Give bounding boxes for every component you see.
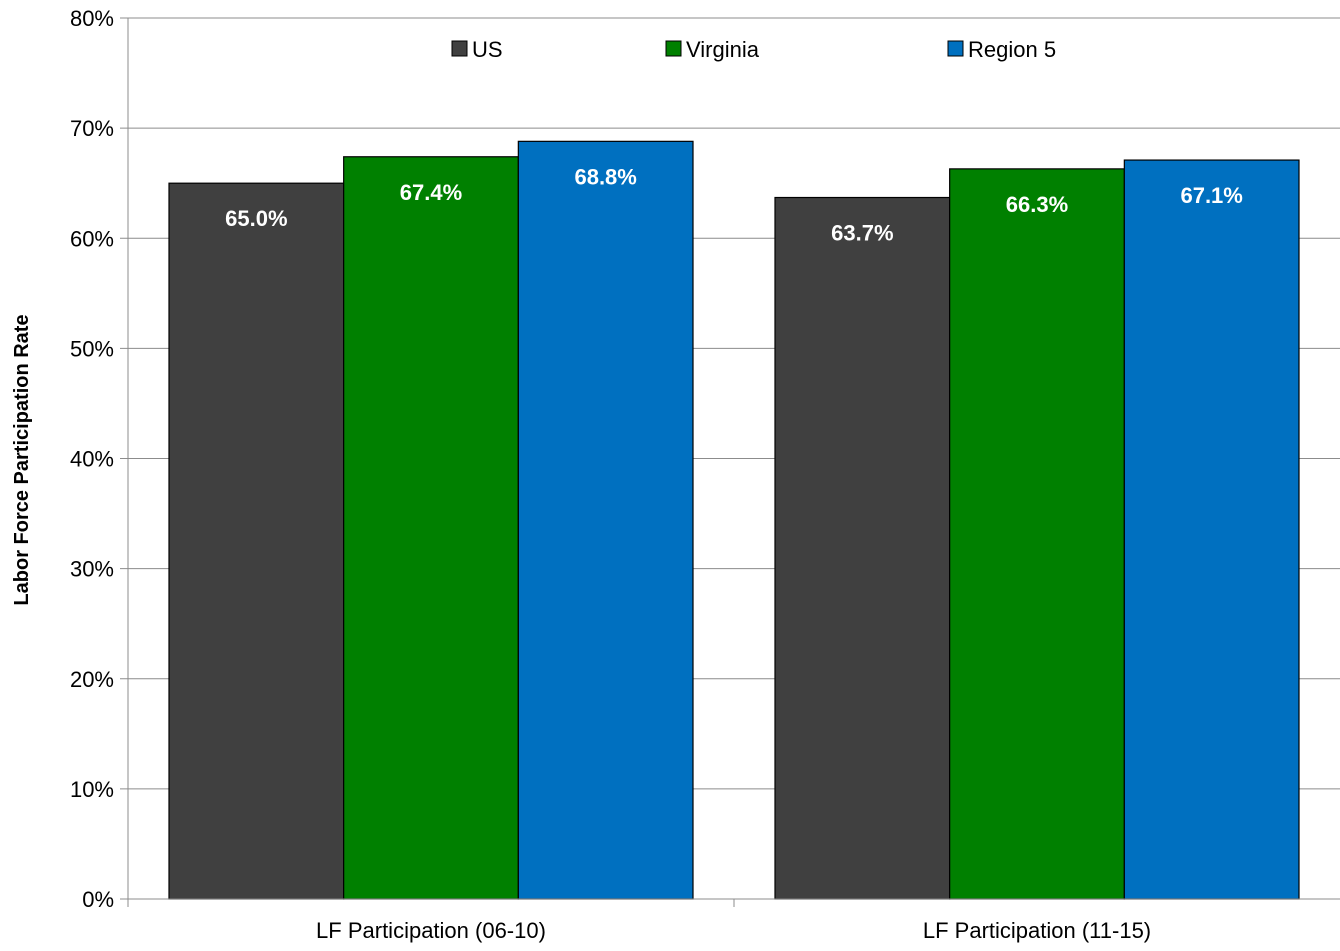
bar-region-5: [1123, 159, 1300, 900]
y-axis-ticks: 0% 10% 20% 30% 40% 50% 60% 70% 80%: [70, 6, 128, 912]
legend-item: Region 5: [947, 37, 1056, 62]
legend-label: Virginia: [686, 37, 760, 62]
data-label: 66.3%: [1006, 192, 1068, 217]
legend-label: Region 5: [968, 37, 1056, 62]
data-label: 65.0%: [225, 206, 287, 231]
y-tick-label: 50%: [70, 336, 114, 361]
y-tick-label: 10%: [70, 777, 114, 802]
data-label: 68.8%: [574, 164, 636, 189]
y-tick-label: 0%: [82, 887, 114, 912]
y-tick-label: 30%: [70, 557, 114, 582]
y-axis-title: Labor Force Participation Rate: [11, 314, 33, 605]
legend-swatch: [451, 40, 468, 57]
legend-label: US: [472, 37, 503, 62]
bar-virginia: [343, 156, 519, 900]
y-tick-label: 70%: [70, 116, 114, 141]
bar-us: [774, 196, 951, 900]
bar-virginia: [949, 168, 1125, 900]
y-tick-label: 80%: [70, 6, 114, 31]
data-label: 67.1%: [1180, 183, 1242, 208]
legend-item: Virginia: [665, 37, 760, 62]
legend-item: US: [451, 37, 503, 62]
bars: [168, 140, 1300, 900]
axes: [127, 18, 1340, 907]
x-axis-labels: LF Participation (06-10) LF Participation…: [316, 918, 1151, 943]
x-category-label: LF Participation (06-10): [316, 918, 546, 943]
y-tick-label: 20%: [70, 667, 114, 692]
y-tick-label: 40%: [70, 447, 114, 472]
legend-swatch: [947, 40, 964, 57]
bar-us: [168, 182, 345, 900]
bar-region-5: [517, 140, 694, 900]
data-labels: 65.0% 67.4% 68.8% 63.7% 66.3% 67.1%: [225, 164, 1243, 245]
legend: US Virginia Region 5: [451, 37, 1056, 62]
data-label: 67.4%: [400, 180, 462, 205]
legend-swatch: [665, 40, 682, 57]
data-label: 63.7%: [831, 221, 893, 246]
x-category-label: LF Participation (11-15): [923, 918, 1151, 943]
y-tick-label: 60%: [70, 226, 114, 251]
